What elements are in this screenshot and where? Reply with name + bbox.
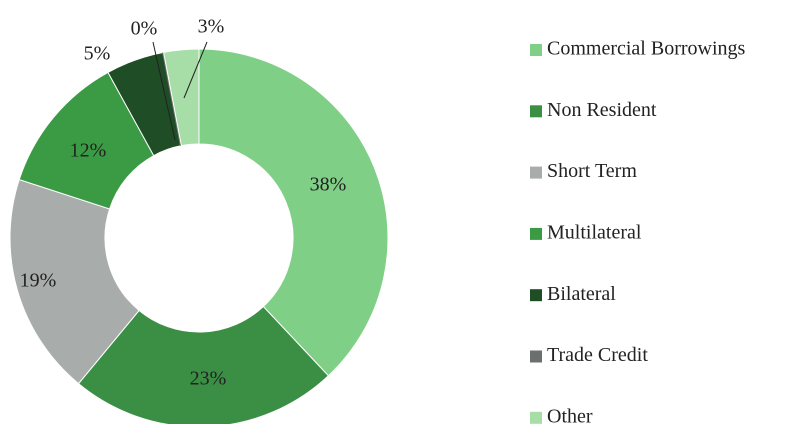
slice bbox=[163, 48, 200, 147]
leader-line bbox=[183, 41, 208, 99]
legend-label: Bilateral bbox=[547, 283, 616, 305]
data-label: 3% bbox=[198, 16, 225, 38]
slice bbox=[198, 48, 389, 377]
legend-label: Short Term bbox=[547, 160, 637, 182]
legend-swatch bbox=[530, 289, 542, 302]
legend-label: Multilateral bbox=[547, 221, 642, 243]
data-label: 19% bbox=[20, 270, 57, 292]
legend-label: Other bbox=[547, 405, 593, 424]
legend-label: Trade Credit bbox=[547, 344, 648, 366]
data-label: 38% bbox=[310, 174, 347, 196]
legend-label: Commercial Borrowings bbox=[547, 38, 746, 60]
data-label: 0% bbox=[131, 18, 158, 40]
slice bbox=[9, 178, 140, 385]
legend-swatch bbox=[530, 227, 542, 240]
data-label: 23% bbox=[190, 368, 227, 390]
legend-swatch bbox=[530, 411, 542, 424]
legend-swatch bbox=[530, 44, 542, 56]
slice bbox=[77, 305, 330, 424]
legend-swatch bbox=[530, 105, 542, 118]
leader-line bbox=[152, 41, 176, 141]
data-label: 12% bbox=[70, 140, 107, 162]
data-label: 5% bbox=[84, 43, 111, 65]
legend-swatch bbox=[530, 166, 542, 179]
legend-swatch bbox=[530, 350, 542, 363]
legend-label: Non Resident bbox=[547, 99, 657, 121]
